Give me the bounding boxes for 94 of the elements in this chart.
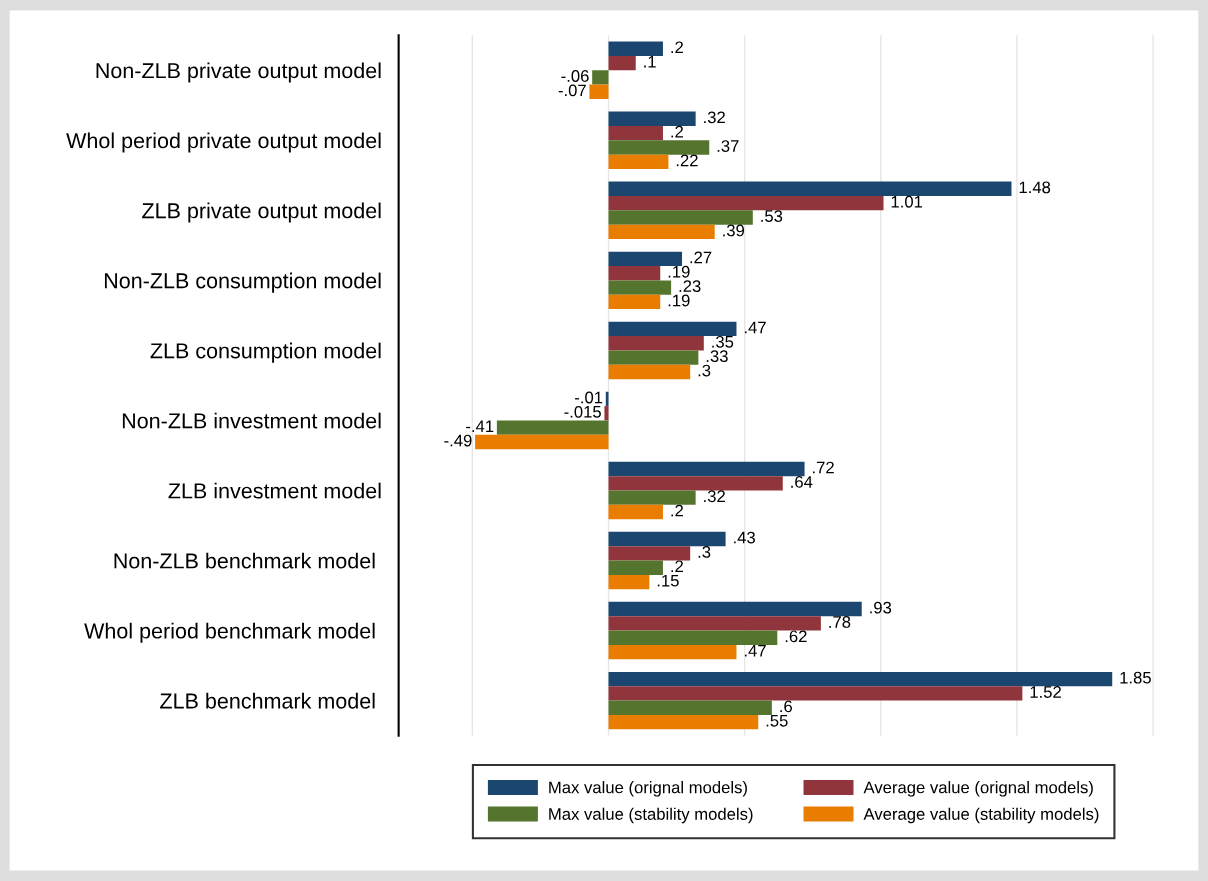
bar xyxy=(608,616,821,631)
bar xyxy=(608,181,1012,196)
data-label: 1.01 xyxy=(891,195,923,208)
data-label: -.01 xyxy=(575,391,603,404)
legend-label: Max value (orignal models) xyxy=(549,781,747,797)
bar xyxy=(608,504,663,520)
data-label: .93 xyxy=(870,601,892,614)
y-tick-label: ZLB investment model xyxy=(168,482,381,499)
data-label: .37 xyxy=(717,140,739,152)
data-label: .6 xyxy=(780,700,792,713)
bar xyxy=(608,700,772,715)
bar xyxy=(608,476,783,491)
legend-label: Average value (stability models) xyxy=(863,807,1099,824)
data-label: .23 xyxy=(679,280,701,293)
data-label: .19 xyxy=(668,294,690,307)
data-label: .27 xyxy=(690,251,712,264)
legend-label: Max value (stability models) xyxy=(549,807,753,824)
bar xyxy=(608,125,663,141)
data-label: .3 xyxy=(698,546,711,558)
data-label: .15 xyxy=(657,574,679,587)
data-label: .2 xyxy=(671,125,683,138)
bar xyxy=(608,111,696,126)
data-label: -.07 xyxy=(558,84,586,97)
y-tick-label: ZLB private output model xyxy=(142,202,381,223)
bar xyxy=(589,84,609,99)
bar xyxy=(608,546,691,561)
bar xyxy=(608,154,669,170)
bar xyxy=(608,210,753,225)
data-label: 1.48 xyxy=(1019,181,1051,194)
data-label: .33 xyxy=(706,350,728,363)
data-label: .1 xyxy=(644,55,656,68)
bar xyxy=(608,350,699,365)
bar xyxy=(605,391,609,407)
y-tick-label: ZLB benchmark model xyxy=(160,692,375,709)
data-label: .53 xyxy=(761,210,783,222)
data-label: .47 xyxy=(744,321,766,334)
y-tick-label: Non-ZLB benchmark model xyxy=(114,552,375,569)
bar xyxy=(608,266,661,281)
bar xyxy=(608,671,1113,687)
bar xyxy=(608,601,862,617)
bar xyxy=(608,251,683,267)
bar xyxy=(608,490,696,505)
data-label: .47 xyxy=(744,644,766,657)
data-label: .19 xyxy=(668,265,690,278)
legend-label: Average value (orignal models) xyxy=(863,781,1093,797)
bar xyxy=(608,280,672,295)
y-tick-label: ZLB consumption model xyxy=(150,342,381,363)
data-label: .78 xyxy=(829,616,851,628)
bar xyxy=(608,364,691,380)
y-tick-label: Non-ZLB consumption model xyxy=(104,272,381,293)
bar xyxy=(608,321,737,337)
y-tick-label: Whol period private output model xyxy=(66,132,381,153)
y-tick-label: Whol period benchmark model xyxy=(84,622,375,643)
data-label: .2 xyxy=(671,560,683,573)
data-label: .72 xyxy=(813,461,834,474)
bar xyxy=(608,224,715,240)
bar xyxy=(608,574,650,590)
bar xyxy=(608,336,704,351)
data-label: -.015 xyxy=(564,405,601,418)
bar xyxy=(608,195,884,211)
data-label: -.41 xyxy=(466,420,494,432)
bar xyxy=(608,294,661,310)
data-label: 1.85 xyxy=(1120,671,1151,684)
bar xyxy=(608,644,737,660)
bar xyxy=(608,714,759,730)
bar xyxy=(608,531,726,547)
bar xyxy=(608,560,663,575)
bar xyxy=(608,41,663,56)
bar xyxy=(475,434,609,450)
data-label: .2 xyxy=(671,504,683,517)
data-label: .55 xyxy=(766,715,788,727)
data-label: .39 xyxy=(723,224,745,237)
y-tick-label: Non-ZLB investment model xyxy=(122,412,381,429)
data-label: .62 xyxy=(785,630,807,643)
data-label: 1.52 xyxy=(1030,686,1061,698)
y-tick-label: Non-ZLB private output model xyxy=(96,62,381,83)
data-label: .22 xyxy=(676,154,698,167)
data-label: .3 xyxy=(698,364,711,377)
bar xyxy=(608,686,1023,701)
data-label: .2 xyxy=(671,41,683,54)
data-label: .32 xyxy=(704,490,725,503)
data-label: .43 xyxy=(734,531,755,544)
data-label: .32 xyxy=(704,111,725,124)
data-label: .64 xyxy=(791,475,813,488)
data-label: .35 xyxy=(712,335,734,348)
bar xyxy=(608,140,710,155)
data-label: -.06 xyxy=(561,70,589,82)
bar xyxy=(592,70,609,85)
bar xyxy=(604,406,609,421)
bar xyxy=(608,630,778,645)
data-label: -.49 xyxy=(444,434,472,447)
bar xyxy=(608,55,636,71)
bar xyxy=(496,420,609,435)
bar xyxy=(608,461,805,477)
